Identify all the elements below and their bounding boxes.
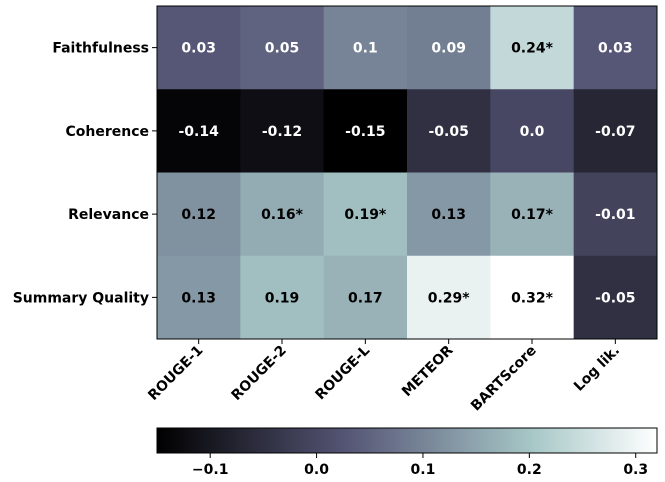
heatmap-cell [157,89,241,173]
heatmap-cell [573,172,658,257]
cell-value-label: 0.13 [181,290,216,306]
cell-value-label: 0.19 [265,290,300,306]
heatmap-cell [157,255,241,340]
cell-value-label: 0.32* [511,290,554,306]
column-label: ROUGE-1 [145,343,206,404]
cell-value-label: -0.05 [595,290,635,306]
cell-value-label: 0.03 [181,41,216,57]
cell-value-label: 0.24* [511,41,554,57]
colorbar-ticks: −0.1 0.0 0.1 0.2 0.3 [192,453,648,478]
heatmap-cell [407,89,491,173]
cell-value-label: 0.1 [353,41,378,57]
colorbar [156,427,658,454]
column-label: METEOR [399,342,457,400]
heatmap-cells [157,6,658,340]
cell-value-label: 0.0 [520,124,545,140]
heatmap-cell [240,89,325,173]
colorbar-tick-label: 0.3 [623,462,648,478]
cell-value-label: 0.29* [428,290,471,306]
heatmap-cell-labels: 0.03 0.05 0.1 0.09 0.24* 0.03 -0.14 -0.12 -0.15 -… [178,41,635,307]
cell-value-label: 0.12 [181,207,216,223]
colorbar-tick-label: 0.2 [517,462,542,478]
heatmap-cell [490,255,575,340]
cell-value-label: 0.05 [265,41,300,57]
cell-value-label: -0.12 [262,124,302,140]
heatmap-cell [157,172,241,257]
heatmap-cell [323,172,408,257]
heatmap-cell [490,89,575,173]
heatmap-cell [407,6,491,90]
column-label: Log lik. [571,343,623,395]
cell-value-label: 0.19* [344,207,387,223]
heatmap-cell [407,172,491,257]
heatmap-frame [156,5,658,340]
colorbar-tick-label: −0.1 [192,462,229,478]
heatmap-cell [240,172,325,257]
colorbar-tick-label: 0.1 [411,462,436,478]
column-label: ROUGE-L [312,342,373,403]
heatmap-cell [573,89,658,173]
heatmap-cell [240,255,325,340]
column-label: BARTScore [468,343,540,415]
row-label: Relevance [68,207,149,223]
heatmap-cell [407,255,491,340]
cell-value-label: 0.03 [598,41,633,57]
cell-value-label: -0.15 [345,124,385,140]
heatmap-cell [240,6,325,90]
cell-value-label: 0.09 [431,41,466,57]
heatmap-cell [573,6,658,90]
heatmap-cell [490,172,575,257]
cell-value-label: 0.17* [511,207,554,223]
cell-value-label: -0.05 [428,124,468,140]
heatmap-cell [573,255,658,340]
row-label: Summary Quality [13,290,149,306]
heatmap-cell [323,255,408,340]
cell-value-label: -0.07 [595,124,635,140]
cell-value-label: 0.13 [431,207,466,223]
heatmap-cell [490,6,575,90]
row-label: Coherence [65,124,149,140]
cell-value-label: 0.16* [261,207,304,223]
cell-value-label: 0.17 [348,290,383,306]
heatmap-cell [323,6,408,90]
cell-value-label: -0.01 [595,207,635,223]
row-label: Faithfulness [52,41,149,57]
column-label: ROUGE-2 [229,343,290,404]
column-labels: ROUGE-1 ROUGE-2 ROUGE-L METEOR BARTScore Log … [145,339,623,414]
cell-value-label: -0.14 [178,124,219,140]
heatmap-cell [323,89,408,173]
heatmap-cell [157,6,241,90]
row-labels: Faithfulness Coherence Relevance Summary Qu… [13,41,157,306]
colorbar-gradient [156,427,658,454]
colorbar-tick-label: 0.0 [304,462,329,478]
